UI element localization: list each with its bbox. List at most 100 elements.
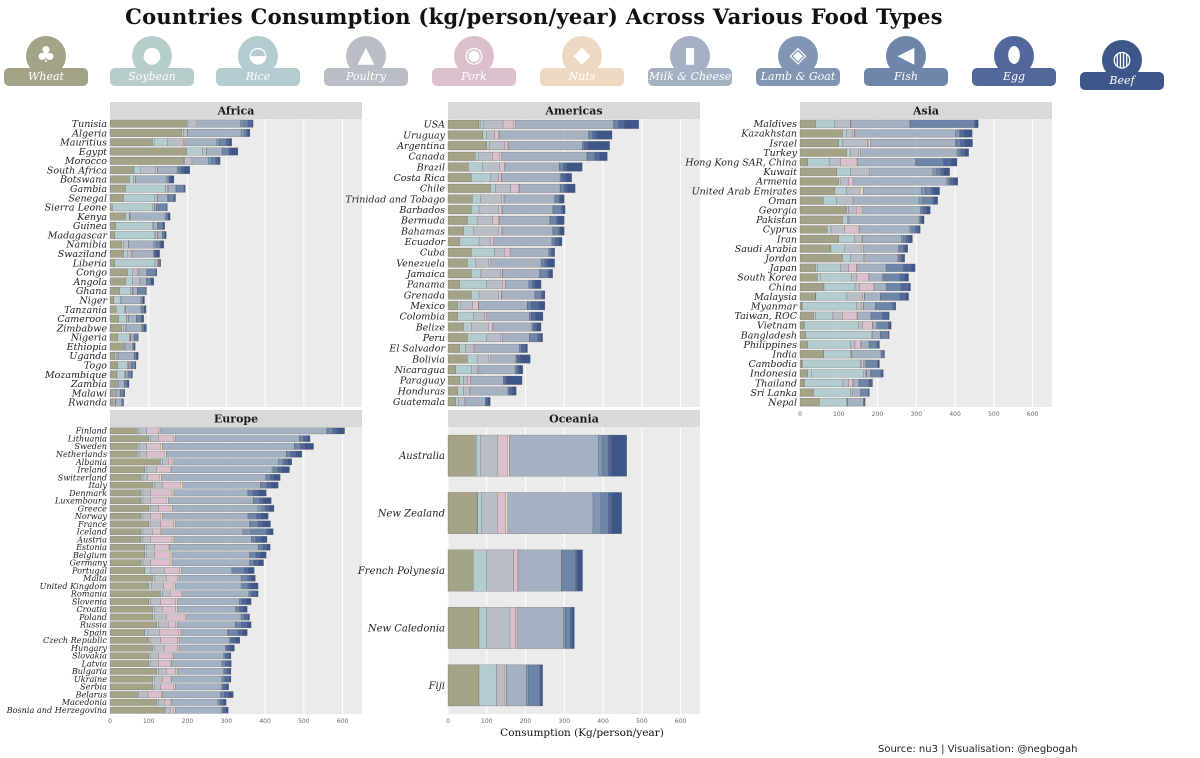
bar-segment-beef <box>888 311 890 320</box>
bar-segment-poultry <box>486 607 511 649</box>
bar-segment-beef <box>263 497 272 504</box>
bar-segment-egg <box>223 683 227 691</box>
bar-segment-pork <box>504 664 507 707</box>
bar-segment-rice <box>459 279 487 289</box>
legend-item-wheat: ♣ Wheat <box>4 36 88 94</box>
bar-segment-rice <box>836 167 851 176</box>
bar-segment-lamb-goat <box>956 148 960 157</box>
bar-segment-milk-cheese <box>186 613 242 621</box>
bar-row-liberia <box>109 259 161 267</box>
bar-segment-fish <box>898 254 901 263</box>
bar-segment-egg <box>876 340 879 349</box>
bar-segment-rice <box>121 240 124 249</box>
bar-segment-poultry <box>478 237 491 247</box>
bar-segment-beef <box>230 147 239 156</box>
bar-segment-wheat <box>799 129 843 138</box>
bar-segment-nuts <box>515 607 518 649</box>
bar-row-kazakhstan <box>799 129 973 138</box>
bar-segment-fish <box>266 474 271 481</box>
bar-segment-egg <box>533 322 537 332</box>
bar-segment-pork <box>492 151 501 161</box>
bar-segment-rice <box>815 119 836 128</box>
bar-segment-fish <box>876 321 889 330</box>
bar-row-tunisia <box>109 119 254 128</box>
bar-segment-pork <box>840 158 857 167</box>
bar-segment-wheat <box>109 575 153 582</box>
bar-row-mauritius <box>109 138 232 147</box>
bar-segment-poultry <box>846 129 853 138</box>
bar-segment-fish <box>529 311 532 321</box>
bar-segment-fish <box>250 528 267 535</box>
bar-segment-fish <box>865 359 878 368</box>
bar-segment-poultry <box>844 244 863 253</box>
bar-segment-milk-cheese <box>493 237 553 247</box>
bar-segment-fish <box>326 427 334 435</box>
bar-row-saudi-arabia <box>799 244 908 253</box>
bar-segment-pork <box>510 183 519 193</box>
bar-row-slovenia <box>109 598 252 605</box>
bar-segment-fish <box>258 544 263 551</box>
bar-segment-egg <box>237 629 243 636</box>
beef-icon: ◍ <box>1112 47 1132 72</box>
bar-segment-fish <box>868 340 877 349</box>
bar-row-botswana <box>109 175 175 184</box>
bar-segment-poultry <box>154 644 165 652</box>
bar-segment-pork <box>862 321 873 330</box>
bar-segment-beef <box>611 434 627 477</box>
bar-segment-milk-cheese <box>182 481 261 489</box>
bar-segment-beef <box>229 660 232 667</box>
bar-segment-egg <box>266 481 272 489</box>
bar-segment-beef <box>882 369 884 378</box>
bar-segment-fish <box>956 139 961 147</box>
bar-segment-poultry <box>150 435 159 442</box>
bar-segment-beef <box>123 389 125 397</box>
bar-row-malaysia <box>799 292 909 301</box>
bar-segment-egg <box>270 474 275 481</box>
bar-segment-poultry <box>465 343 474 353</box>
bar-segment-wheat <box>447 279 460 289</box>
bar-segment-rice <box>113 296 121 305</box>
bar-row-cyprus <box>799 225 921 234</box>
bar-segment-milk-cheese <box>486 311 530 321</box>
country-label: Senegal <box>68 193 107 204</box>
bar-segment-nuts <box>184 138 186 147</box>
bar-segment-milk-cheese <box>171 699 218 706</box>
bar-segment-egg <box>251 590 257 597</box>
bar-segment-poultry <box>846 292 863 301</box>
bar-segment-beef <box>251 119 254 128</box>
bar-segment-fish <box>911 225 916 234</box>
bar-segment-pork <box>469 386 471 396</box>
bar-segment-poultry <box>848 206 857 215</box>
bar-segment-beef <box>262 520 271 528</box>
lamb-goat-icon: ◈ <box>789 43 807 68</box>
bar-segment-milk-cheese <box>157 231 163 239</box>
bar-segment-poultry <box>151 582 164 590</box>
bar-segment-rice <box>823 196 837 205</box>
bar-segment-wheat <box>109 675 153 683</box>
bar-segment-fish <box>514 365 518 375</box>
bar-segment-beef <box>269 505 275 512</box>
country-label: Bahamas <box>400 226 445 237</box>
bar-segment-wheat <box>109 184 126 193</box>
bar-segment-milk-cheese <box>178 575 242 582</box>
bar-segment-lamb-goat <box>897 244 901 253</box>
bar-segment-wheat <box>109 427 138 435</box>
bar-segment-lamb-goat <box>242 528 251 535</box>
bar-segment-wheat <box>109 621 157 629</box>
bar-segment-pork <box>150 559 171 566</box>
bar-segment-beef <box>624 119 639 129</box>
bar-segment-milk-cheese <box>474 343 520 353</box>
country-label: Nigeria <box>70 333 108 344</box>
bar-segment-milk-cheese <box>516 607 564 649</box>
bar-segment-lamb-goat <box>901 235 904 243</box>
bar-segment-pork <box>152 528 161 535</box>
bar-segment-pork <box>166 613 186 621</box>
x-tick-label: 0 <box>446 718 450 725</box>
bar-segment-milk-cheese <box>851 119 910 128</box>
bar-segment-milk-cheese <box>863 187 922 195</box>
bar-row-france <box>109 520 271 528</box>
bar-segment-milk-cheese <box>118 352 135 360</box>
bar-segment-milk-cheese <box>175 706 222 714</box>
bar-segment-pork <box>147 691 162 698</box>
bar-segment-beef <box>518 365 523 375</box>
